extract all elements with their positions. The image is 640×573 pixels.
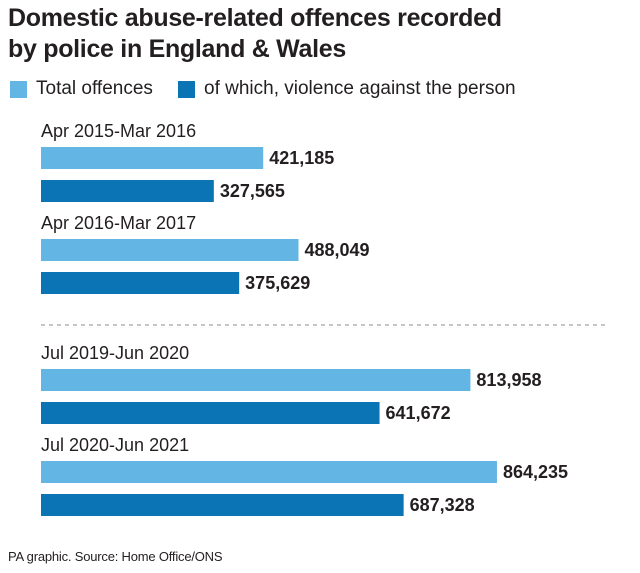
source-note: PA graphic. Source: Home Office/ONS [8, 549, 223, 564]
data-label: 813,958 [476, 370, 541, 390]
bar-total [41, 461, 497, 483]
category-label: Jul 2019-Jun 2020 [41, 343, 189, 363]
bar-violence [41, 402, 380, 424]
data-label: 421,185 [269, 148, 334, 168]
bar-violence [41, 180, 214, 202]
chart-title-line-1: Domestic abuse-related offences recorded [8, 4, 502, 32]
bar-total [41, 239, 299, 261]
category-label: Apr 2016-Mar 2017 [41, 213, 196, 233]
chart-title: Domestic abuse-related offences recorded… [8, 3, 628, 65]
data-label: 687,328 [410, 495, 475, 515]
legend-swatch-violence [178, 80, 195, 98]
category-label: Jul 2020-Jun 2021 [41, 435, 189, 455]
data-label: 641,672 [386, 403, 451, 423]
legend-label-violence: of which, violence against the person [204, 78, 516, 99]
chart-title-line-2: by police in England & Wales [8, 35, 346, 63]
data-label: 488,049 [304, 240, 369, 260]
legend-item-total: Total offences [10, 78, 153, 100]
data-label: 864,235 [503, 462, 568, 482]
data-label: 327,565 [220, 181, 285, 201]
bar-total [41, 147, 264, 169]
bar-total [41, 369, 471, 391]
bar-chart: Apr 2015-Mar 2016 421,185 327,565 Apr 2016-… [41, 121, 607, 516]
category-label: Apr 2015-Mar 2016 [41, 121, 196, 141]
data-label: 375,629 [245, 273, 310, 293]
bar-violence [41, 272, 240, 294]
bar-violence [41, 494, 404, 516]
legend-swatch-total [10, 80, 27, 98]
legend-item-violence: of which, violence against the person [178, 78, 516, 100]
legend-label-total: Total offences [36, 78, 153, 99]
